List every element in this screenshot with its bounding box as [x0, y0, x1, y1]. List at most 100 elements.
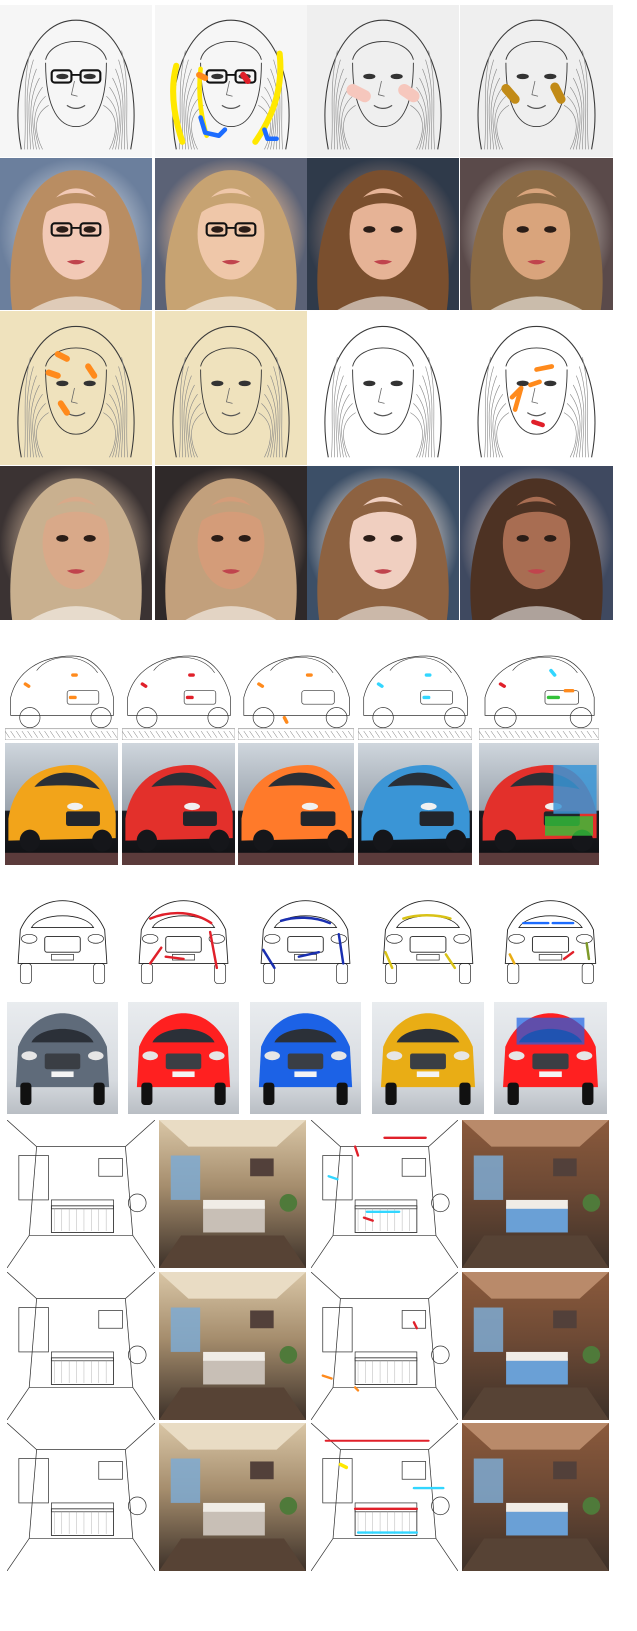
face-row4-tile3	[307, 466, 459, 620]
lips	[373, 569, 393, 574]
pavement-hatch	[223, 730, 229, 738]
headlight	[184, 802, 200, 811]
hair-strand	[258, 105, 271, 150]
shoulders	[490, 296, 583, 310]
hair-strand	[339, 393, 350, 458]
left-eye	[211, 534, 224, 542]
sedan-sketch-1	[5, 628, 118, 740]
hair-strand	[109, 393, 120, 458]
background	[311, 1272, 458, 1420]
pavement-hatch	[183, 730, 189, 738]
wheel	[19, 829, 41, 852]
hair-strand	[34, 403, 46, 458]
pavement-hatch	[586, 730, 592, 738]
window	[18, 1458, 49, 1504]
hair-strand	[339, 86, 350, 150]
left-eye	[363, 380, 376, 387]
windshield	[273, 915, 338, 928]
headlight	[88, 1051, 104, 1061]
left-eye	[363, 534, 376, 542]
nose	[70, 80, 78, 97]
pillows	[51, 1199, 114, 1210]
wheel	[494, 829, 517, 852]
pavement-hatch	[490, 730, 496, 738]
headlight	[142, 933, 159, 944]
hair-strand	[28, 68, 37, 150]
hair-strand	[270, 68, 279, 150]
hair-strand	[28, 375, 37, 458]
pavement-hatch	[369, 730, 375, 738]
color-stroke	[384, 950, 394, 970]
face-row3-tile4	[460, 311, 613, 465]
color-stroke	[585, 942, 591, 961]
background	[311, 1423, 458, 1571]
pavement-hatch	[514, 730, 520, 738]
face-skin	[349, 188, 417, 280]
face-skin	[197, 496, 265, 590]
pavement-hatch	[89, 730, 95, 738]
pavement-hatch	[556, 730, 562, 738]
windshield	[512, 657, 578, 673]
pavement-hatch	[295, 730, 301, 738]
pavement-hatch	[127, 730, 133, 738]
right-eye	[83, 380, 96, 387]
fringe	[352, 41, 414, 60]
tire	[507, 1082, 519, 1106]
hair-strand	[121, 50, 128, 150]
left-eye	[211, 380, 224, 387]
background	[250, 885, 361, 997]
floor-lines	[7, 1387, 155, 1420]
car-outline	[127, 655, 231, 716]
pavement-hatch	[195, 730, 201, 738]
color-stroke	[257, 682, 265, 688]
tire	[20, 1082, 32, 1106]
mouth	[526, 104, 547, 109]
fringe	[45, 41, 107, 60]
pavement-hatch	[301, 730, 307, 738]
window	[322, 1307, 353, 1353]
color-stroke	[444, 953, 457, 970]
color-stroke	[252, 50, 284, 145]
green-tint	[545, 816, 593, 836]
pavement-hatch	[460, 730, 466, 738]
hair-strand	[484, 50, 491, 150]
background	[358, 628, 472, 740]
face-row4-tile4	[460, 466, 613, 620]
plant	[431, 1496, 450, 1516]
tire	[459, 1082, 471, 1106]
hair-strand	[422, 375, 431, 458]
windshield	[151, 915, 216, 928]
ground	[358, 728, 472, 740]
pavement-hatch	[508, 730, 514, 738]
benz-sketch-4	[372, 885, 484, 997]
pavement-hatch	[16, 730, 22, 738]
left-eye	[56, 73, 69, 80]
face-row1-tile1	[0, 5, 152, 157]
pavement-hatch	[443, 730, 449, 738]
hair-strand	[36, 105, 49, 150]
left-eye	[211, 73, 224, 80]
hair-fringe	[502, 192, 571, 216]
room1-photo	[159, 1120, 306, 1268]
face-skin	[349, 496, 417, 590]
floor	[462, 1538, 609, 1571]
tire	[140, 963, 153, 984]
hair-strand	[34, 95, 46, 150]
pavement-hatch	[544, 730, 550, 738]
pavement-hatch	[261, 730, 267, 738]
wall-edge	[428, 1146, 437, 1236]
grille	[301, 690, 335, 705]
tire	[459, 963, 471, 984]
wheel	[445, 829, 467, 852]
hair-strand	[264, 86, 275, 150]
ground	[122, 728, 235, 740]
hair-strand	[109, 86, 120, 150]
wheel	[136, 829, 158, 852]
tire	[582, 1082, 594, 1106]
hair-strand	[187, 393, 198, 458]
background	[0, 311, 152, 465]
pavement-hatch	[172, 730, 178, 738]
face-row1-tile4	[460, 5, 613, 157]
grille	[66, 690, 100, 705]
